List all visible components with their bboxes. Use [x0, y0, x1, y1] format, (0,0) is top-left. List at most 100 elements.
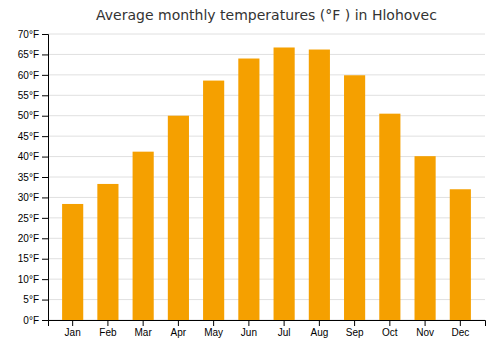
y-tick: 15°F — [18, 253, 48, 264]
y-tick-label: 55°F — [18, 90, 39, 101]
y-tick-label: 40°F — [18, 151, 39, 162]
bar — [203, 81, 224, 320]
bar — [274, 47, 295, 320]
bar — [62, 204, 83, 320]
grid-line — [48, 136, 485, 137]
x-tick-label: May — [204, 327, 223, 338]
bar — [379, 114, 400, 320]
y-axis-line — [42, 35, 49, 321]
y-tick: 35°F — [18, 172, 48, 183]
x-tick-mark — [72, 320, 73, 326]
y-tick-label: 20°F — [18, 233, 39, 244]
y-tick-label: 60°F — [18, 70, 39, 81]
y-tick: 5°F — [23, 294, 48, 305]
y-tick-label: 35°F — [18, 172, 39, 183]
x-tick-mark — [354, 320, 355, 326]
y-tick: 55°F — [18, 90, 48, 101]
y-tick: 40°F — [18, 151, 48, 162]
x-tick-label: Aug — [310, 327, 328, 338]
y-tick-label: 10°F — [18, 274, 39, 285]
y-tick-mark — [42, 95, 48, 96]
y-tick-label: 65°F — [18, 49, 39, 60]
y-tick-label: 70°F — [18, 29, 39, 40]
grid-line — [48, 115, 485, 116]
y-tick-label: 25°F — [18, 213, 39, 224]
y-tick: 45°F — [18, 131, 48, 142]
x-tick: Aug — [310, 320, 328, 338]
x-tick-mark — [143, 320, 144, 326]
y-tick-mark — [42, 238, 48, 239]
bar — [97, 184, 118, 320]
grid-line — [48, 54, 485, 55]
y-tick-mark — [42, 279, 48, 280]
bar — [238, 59, 259, 320]
x-tick: Apr — [171, 320, 187, 338]
chart: 0°F 5°F 10°F 15°F 20°F 25°F 30°F 35°F 40°F 45°F 50… — [0, 0, 500, 350]
bar — [450, 189, 471, 320]
x-tick-mark — [425, 320, 426, 326]
x-tick-label: Feb — [99, 327, 117, 338]
x-tick-label: Sep — [346, 327, 364, 338]
x-tick-mark — [178, 320, 179, 326]
y-tick-mark — [42, 157, 48, 158]
x-tick: May — [204, 320, 223, 338]
x-tick: Feb — [99, 320, 117, 338]
x-tick: Nov — [416, 320, 434, 338]
x-tick: Dec — [451, 320, 469, 338]
y-tick-label: 45°F — [18, 131, 39, 142]
y-tick-mark — [42, 116, 48, 117]
y-tick: 25°F — [18, 213, 48, 224]
x-tick-label: Apr — [171, 327, 187, 338]
y-tick-mark — [42, 300, 48, 301]
bar — [133, 152, 154, 320]
y-tick-mark — [42, 34, 48, 35]
y-tick-mark — [42, 218, 48, 219]
x-tick-mark — [319, 320, 320, 326]
y-tick-label: 30°F — [18, 192, 39, 203]
x-tick-label: Jun — [241, 327, 257, 338]
x-tick: Jul — [278, 320, 291, 338]
x-tick-label: Dec — [451, 327, 469, 338]
x-tick-mark — [107, 320, 108, 326]
y-axis: 0°F 5°F 10°F 15°F 20°F 25°F 30°F 35°F 40°F 45°F 50… — [18, 29, 49, 326]
grid-line — [48, 95, 485, 96]
x-tick-mark — [284, 320, 285, 326]
y-tick: 65°F — [18, 49, 48, 60]
y-tick-mark — [42, 75, 48, 76]
y-tick: 10°F — [18, 274, 48, 285]
x-tick-label: Nov — [416, 327, 434, 338]
grid — [48, 34, 485, 320]
x-tick-mark — [460, 320, 461, 326]
x-tick-mark — [248, 320, 249, 326]
bar — [309, 50, 330, 320]
x-tick: Jan — [65, 320, 81, 338]
y-tick-label: 50°F — [18, 110, 39, 121]
x-tick: Oct — [382, 320, 398, 338]
x-tick-label: Oct — [382, 327, 398, 338]
x-axis-line — [49, 321, 486, 327]
x-tick-label: Mar — [135, 327, 153, 338]
x-axis: Jan Feb Mar Apr May Jun Jul Aug Sep Oct Nov Dec — [49, 320, 486, 338]
x-tick-mark — [213, 320, 214, 326]
bar — [415, 156, 436, 320]
bar — [168, 116, 189, 320]
x-tick-label: Jan — [65, 327, 81, 338]
y-tick: 50°F — [18, 110, 48, 121]
bar — [344, 75, 365, 320]
y-tick-mark — [42, 54, 48, 55]
y-tick-label: 15°F — [18, 253, 39, 264]
y-tick: 20°F — [18, 233, 48, 244]
grid-line — [48, 74, 485, 75]
x-tick: Mar — [135, 320, 153, 338]
y-tick-label: 0°F — [23, 315, 39, 326]
title: Average monthly temperatures (°F ) in Hl… — [96, 7, 437, 23]
x-tick-label: Jul — [278, 327, 291, 338]
x-tick: Sep — [346, 320, 364, 338]
x-tick: Jun — [241, 320, 257, 338]
y-tick: 70°F — [18, 29, 48, 40]
y-tick: 30°F — [18, 192, 48, 203]
y-tick-mark — [42, 136, 48, 137]
plot: 0°F 5°F 10°F 15°F 20°F 25°F 30°F 35°F 40°F 45°F 50… — [18, 29, 486, 338]
grid-line — [48, 34, 485, 35]
y-tick: 60°F — [18, 70, 48, 81]
